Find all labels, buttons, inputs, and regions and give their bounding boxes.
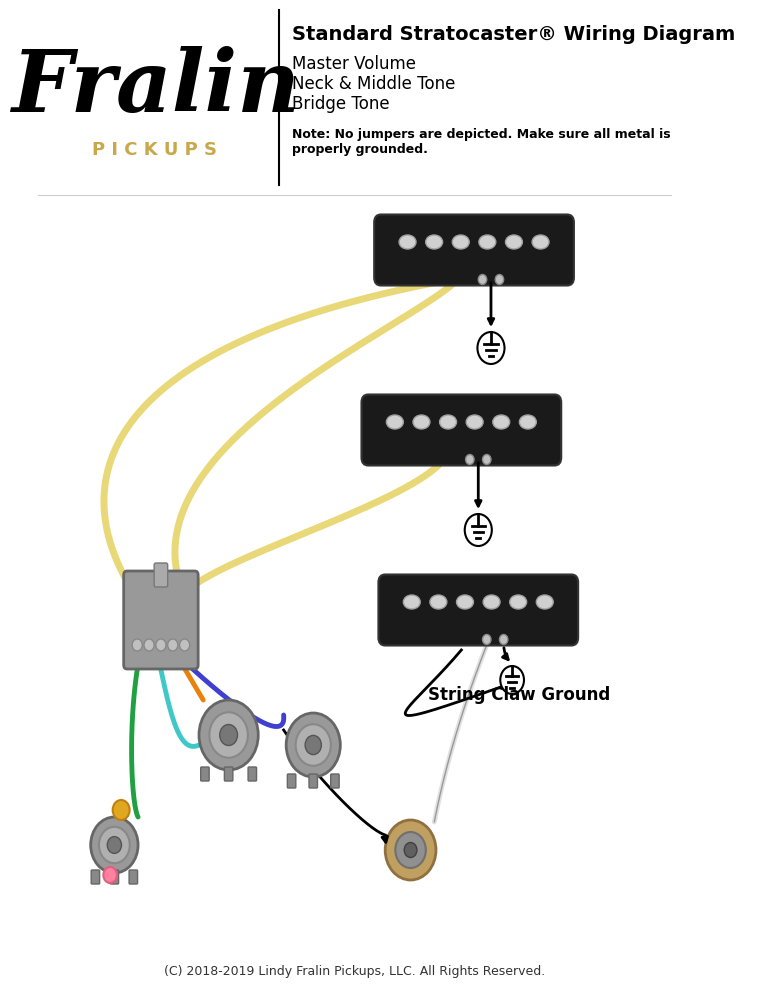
Text: (C) 2018-2019 Lindy Fralin Pickups, LLC. All Rights Reserved.: (C) 2018-2019 Lindy Fralin Pickups, LLC.… (164, 965, 545, 978)
Circle shape (108, 837, 121, 854)
Ellipse shape (466, 415, 483, 429)
Ellipse shape (439, 415, 456, 429)
Circle shape (495, 274, 504, 284)
Circle shape (104, 867, 117, 883)
Text: Note: No jumpers are depicted. Make sure all metal is
properly grounded.: Note: No jumpers are depicted. Make sure… (292, 128, 670, 156)
Circle shape (386, 820, 436, 880)
FancyBboxPatch shape (287, 774, 296, 788)
Circle shape (482, 634, 491, 644)
FancyBboxPatch shape (110, 870, 118, 884)
Circle shape (286, 713, 340, 777)
Ellipse shape (483, 595, 500, 609)
FancyBboxPatch shape (200, 767, 209, 781)
Text: Bridge Tone: Bridge Tone (292, 95, 389, 113)
FancyBboxPatch shape (309, 774, 317, 788)
Ellipse shape (430, 595, 447, 609)
FancyBboxPatch shape (379, 575, 578, 645)
Circle shape (167, 639, 178, 651)
Text: String Claw Ground: String Claw Ground (428, 686, 610, 704)
Circle shape (396, 832, 425, 868)
Ellipse shape (452, 235, 469, 249)
Ellipse shape (510, 595, 527, 609)
Ellipse shape (532, 235, 549, 249)
Text: P I C K U P S: P I C K U P S (92, 141, 217, 159)
Circle shape (113, 800, 130, 820)
Ellipse shape (479, 235, 496, 249)
FancyBboxPatch shape (154, 563, 167, 587)
Text: Standard Stratocaster® Wiring Diagram: Standard Stratocaster® Wiring Diagram (292, 25, 735, 44)
Ellipse shape (413, 415, 430, 429)
Ellipse shape (493, 415, 510, 429)
Circle shape (482, 454, 491, 464)
Circle shape (156, 639, 166, 651)
Circle shape (210, 713, 248, 757)
FancyBboxPatch shape (91, 870, 100, 884)
Ellipse shape (519, 415, 536, 429)
Circle shape (465, 454, 474, 464)
Ellipse shape (505, 235, 522, 249)
Circle shape (91, 817, 138, 873)
Ellipse shape (456, 595, 473, 609)
FancyBboxPatch shape (129, 870, 137, 884)
Circle shape (305, 736, 321, 754)
Ellipse shape (536, 595, 553, 609)
Circle shape (199, 700, 258, 770)
Circle shape (500, 666, 524, 694)
FancyBboxPatch shape (248, 767, 257, 781)
FancyBboxPatch shape (331, 774, 339, 788)
Text: Neck & Middle Tone: Neck & Middle Tone (292, 75, 455, 93)
Circle shape (220, 725, 237, 746)
FancyBboxPatch shape (374, 215, 574, 285)
Circle shape (144, 639, 154, 651)
Circle shape (478, 332, 505, 364)
Text: Master Volume: Master Volume (292, 55, 416, 73)
FancyBboxPatch shape (124, 571, 198, 669)
Circle shape (465, 514, 492, 546)
Circle shape (132, 639, 142, 651)
Circle shape (99, 827, 130, 863)
Circle shape (296, 725, 331, 765)
Text: Fralin: Fralin (11, 47, 300, 130)
Ellipse shape (386, 415, 403, 429)
FancyBboxPatch shape (224, 767, 233, 781)
Circle shape (478, 274, 487, 284)
Circle shape (404, 843, 417, 858)
Ellipse shape (399, 235, 416, 249)
Circle shape (180, 639, 190, 651)
Ellipse shape (425, 235, 442, 249)
Ellipse shape (403, 595, 420, 609)
FancyBboxPatch shape (362, 395, 561, 465)
Circle shape (499, 634, 508, 644)
